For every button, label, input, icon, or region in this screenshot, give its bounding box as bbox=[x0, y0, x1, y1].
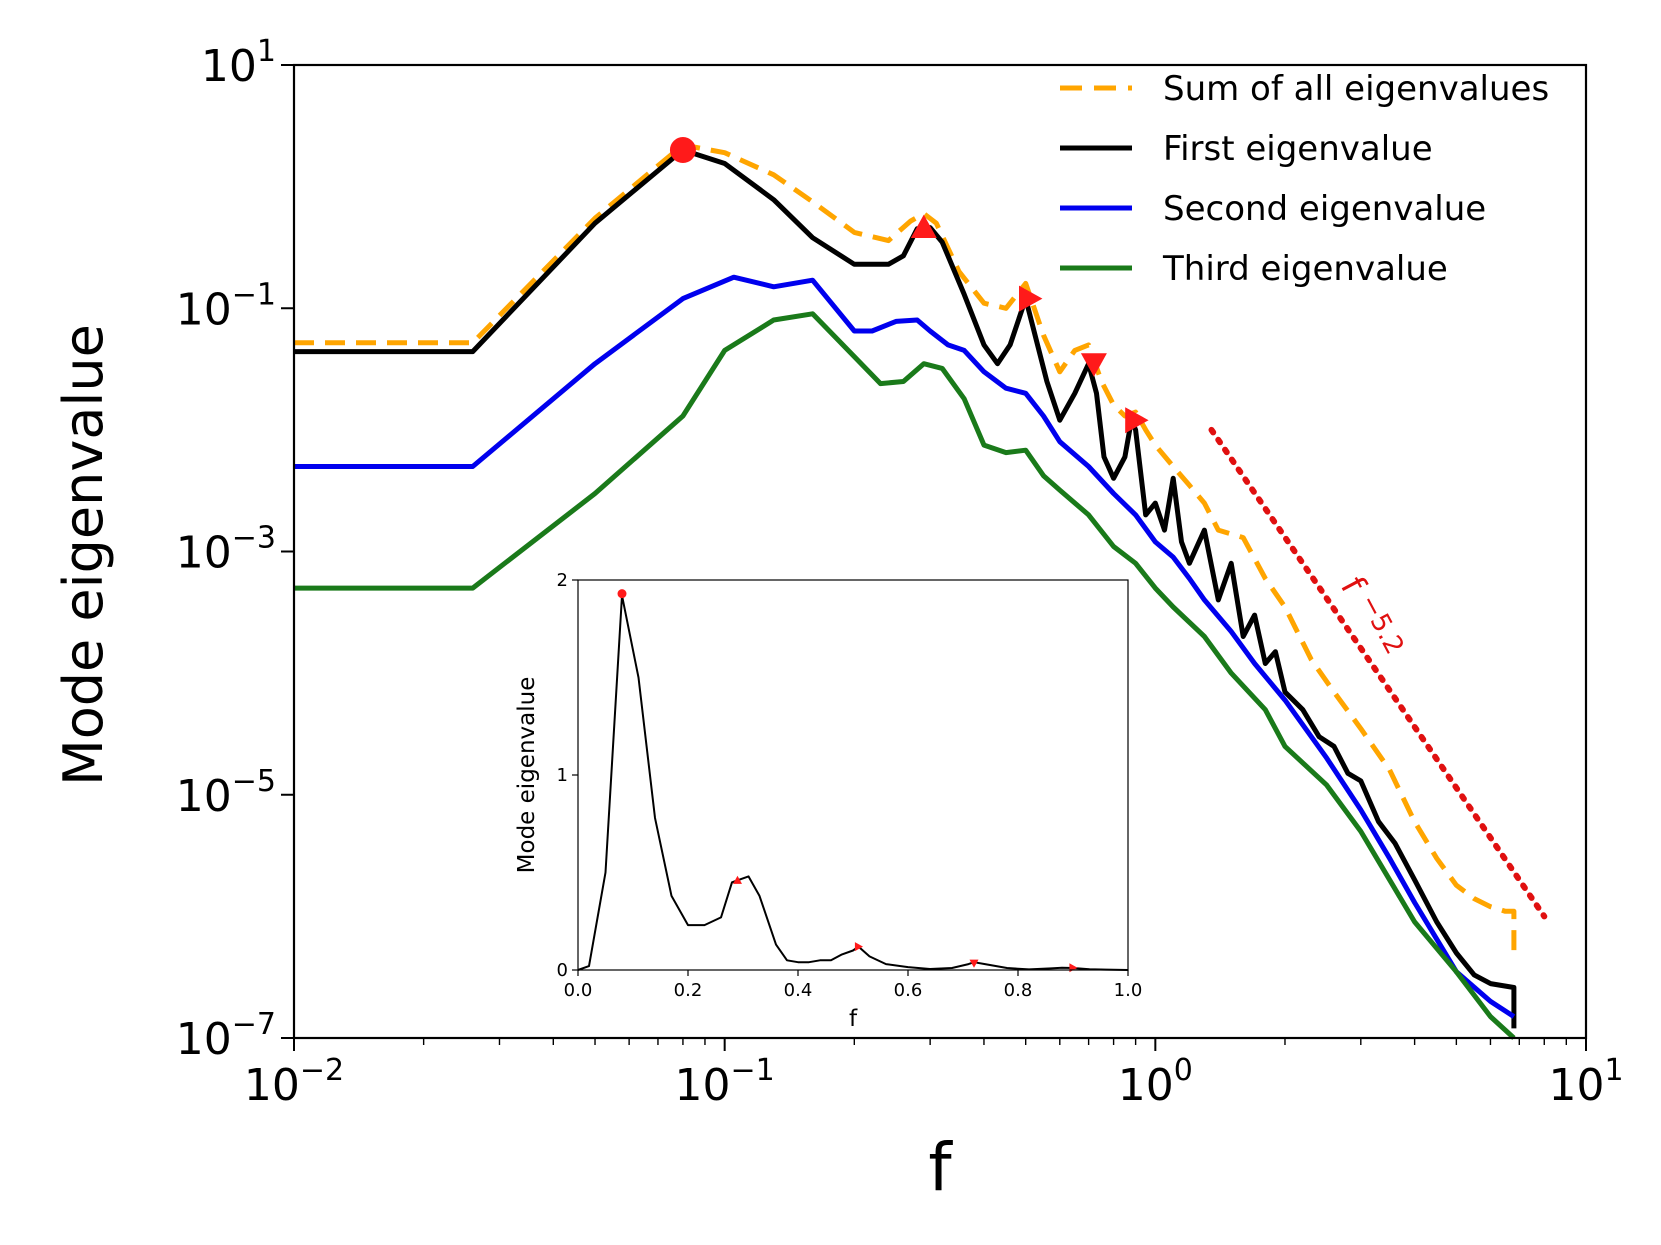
inset-background bbox=[578, 580, 1128, 970]
main-markers-group bbox=[669, 137, 1149, 434]
series-line-2 bbox=[294, 274, 1516, 1019]
y-tick-label: 10−5 bbox=[176, 764, 276, 822]
inset-y-tick-label: 1 bbox=[557, 765, 568, 786]
inset-plot: 0.0 0.2 0.4 0.6 0.8 1.0 0 1 2 f Mode eigenvalue bbox=[514, 570, 1142, 1032]
peak-marker-2 bbox=[1019, 285, 1043, 312]
x-tick-label: 10−2 bbox=[244, 1053, 344, 1111]
inset-x-tick-label: 0.6 bbox=[894, 980, 923, 1001]
x-tick-label: 101 bbox=[1548, 1053, 1623, 1111]
y-tick-label: 101 bbox=[201, 34, 276, 92]
main-ticks-group: 10−2 10−1 100 101 10−7 10−5 10−3 10−1 101 bbox=[176, 34, 1624, 1111]
inset-peak-marker-2 bbox=[854, 942, 863, 952]
series-line-3 bbox=[294, 311, 1516, 1040]
x-tick-label: 100 bbox=[1118, 1053, 1193, 1111]
inset-peak-marker-0 bbox=[617, 589, 627, 599]
legend-label-2: Second eigenvalue bbox=[1163, 189, 1486, 229]
x-axis-label: f bbox=[928, 1129, 953, 1206]
inset-x-tick-label: 0.2 bbox=[674, 980, 703, 1001]
peak-marker-0 bbox=[669, 137, 696, 164]
series-line-0 bbox=[294, 142, 1517, 953]
inset-ticks-group: 0.0 0.2 0.4 0.6 0.8 1.0 0 1 2 bbox=[557, 570, 1143, 1001]
legend-label-1: First eigenvalue bbox=[1163, 129, 1433, 169]
legend-label-0: Sum of all eigenvalues bbox=[1163, 69, 1549, 109]
peak-marker-3 bbox=[1080, 353, 1107, 377]
y-axis-label: Mode eigenvalue bbox=[52, 324, 115, 786]
series-line-1 bbox=[294, 147, 1517, 1029]
x-tick-label: 10−1 bbox=[675, 1053, 775, 1111]
peak-marker-4 bbox=[1125, 407, 1149, 434]
main-series-group bbox=[294, 142, 1548, 1040]
y-tick-label: 10−7 bbox=[176, 1007, 276, 1065]
inset-x-tick-label: 0.0 bbox=[564, 980, 593, 1001]
inset-x-axis-label: f bbox=[849, 1006, 858, 1032]
inset-y-tick-label: 2 bbox=[557, 570, 568, 591]
inset-x-tick-label: 1.0 bbox=[1114, 980, 1143, 1001]
inset-series-group bbox=[577, 594, 1129, 971]
inset-peak-marker-3 bbox=[969, 959, 979, 968]
inset-series-line-0 bbox=[577, 594, 1129, 971]
peak-marker-1 bbox=[910, 214, 937, 238]
power-law-annotation: f −5.2 bbox=[1332, 570, 1409, 666]
inset-x-tick-label: 0.4 bbox=[784, 980, 813, 1001]
y-tick-label: 10−1 bbox=[176, 277, 276, 335]
inset-peak-marker-1 bbox=[733, 875, 742, 884]
inset-x-tick-label: 0.8 bbox=[1004, 980, 1033, 1001]
series-line-4 bbox=[1208, 426, 1548, 920]
legend-label-3: Third eigenvalue bbox=[1162, 249, 1448, 289]
inset-y-axis-label: Mode eigenvalue bbox=[514, 677, 540, 874]
legend: Sum of all eigenvalues First eigenvalue Se… bbox=[1060, 69, 1549, 289]
inset-y-tick-label: 0 bbox=[557, 960, 568, 981]
y-tick-label: 10−3 bbox=[176, 521, 276, 579]
